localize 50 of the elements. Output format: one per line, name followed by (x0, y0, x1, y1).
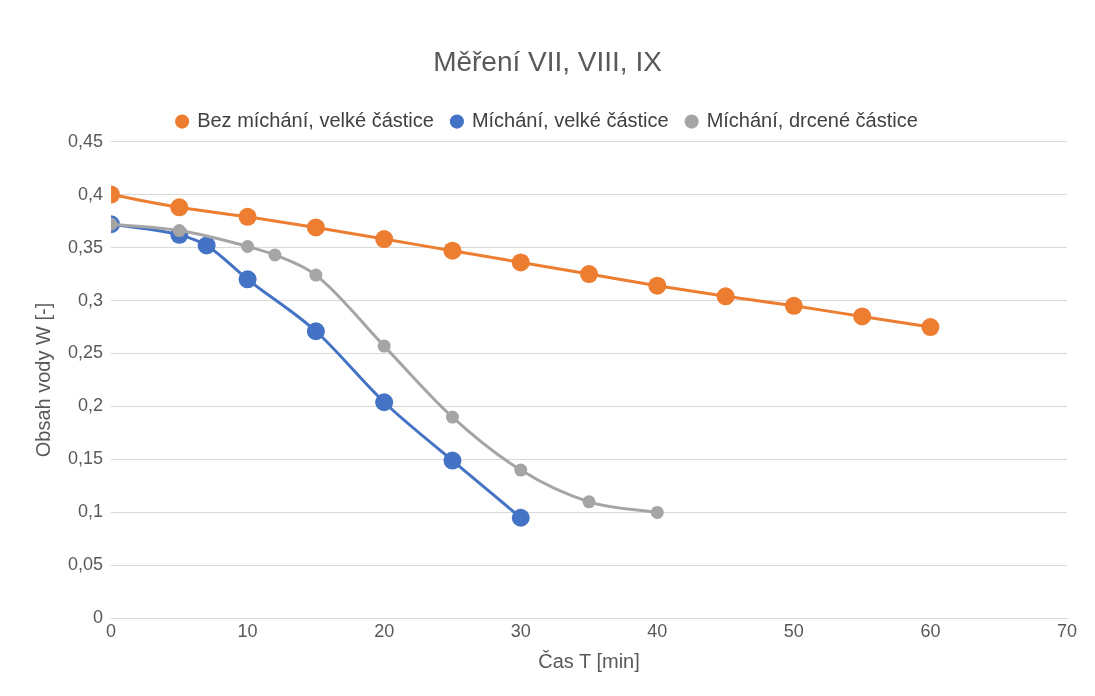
y-tick-label: 0,05 (67, 554, 104, 575)
legend-label: Míchání, drcené částice (706, 109, 918, 132)
point (514, 463, 528, 477)
point (241, 240, 255, 253)
y-axis-title: Obsah vody W [-] (31, 302, 54, 458)
point (580, 265, 599, 284)
point (375, 230, 394, 249)
x-tick-label: 50 (783, 621, 804, 642)
x-tick-label: 10 (237, 621, 258, 642)
y-tick-label: 0,2 (78, 395, 104, 416)
y-tick-label: 0,45 (67, 130, 104, 151)
y-tick-label: 0,4 (78, 183, 104, 204)
y-tick-label: 0,15 (67, 448, 104, 469)
point (648, 276, 667, 295)
x-tick-label: 70 (1056, 621, 1078, 642)
point (716, 287, 735, 306)
y-tick-label: 0,1 (78, 501, 104, 522)
point (511, 253, 530, 272)
point (784, 296, 803, 315)
point (443, 451, 462, 470)
point (238, 207, 257, 226)
legend-label: Bez míchání, velké částice (197, 109, 434, 132)
point (921, 318, 940, 337)
y-tick-label: 0 (93, 607, 104, 628)
y-tick-label: 0,25 (67, 342, 104, 363)
point (443, 241, 462, 260)
point (650, 505, 664, 519)
legend-label: Míchání, velké částice (471, 109, 669, 132)
x-axis-title: Čas T [min] (538, 649, 640, 672)
chart-title: Měření VII, VIII, IX (433, 45, 663, 77)
x-tick-label: 20 (374, 621, 395, 642)
x-tick-label: 60 (920, 621, 941, 642)
point (445, 410, 459, 424)
point (511, 508, 530, 527)
point (375, 393, 394, 412)
x-tick-label: 40 (647, 621, 668, 642)
point (268, 248, 282, 262)
x-tick-label: 0 (106, 621, 117, 642)
point (306, 218, 325, 237)
x-tick-label: 30 (510, 621, 531, 642)
point (197, 236, 216, 255)
point (582, 495, 596, 509)
point (309, 268, 323, 282)
point (377, 339, 391, 353)
point (238, 270, 257, 289)
y-tick-label: 0,3 (78, 289, 104, 310)
point (306, 322, 325, 341)
y-tick-label: 0,35 (67, 236, 104, 257)
point (853, 307, 872, 326)
point (170, 198, 189, 217)
